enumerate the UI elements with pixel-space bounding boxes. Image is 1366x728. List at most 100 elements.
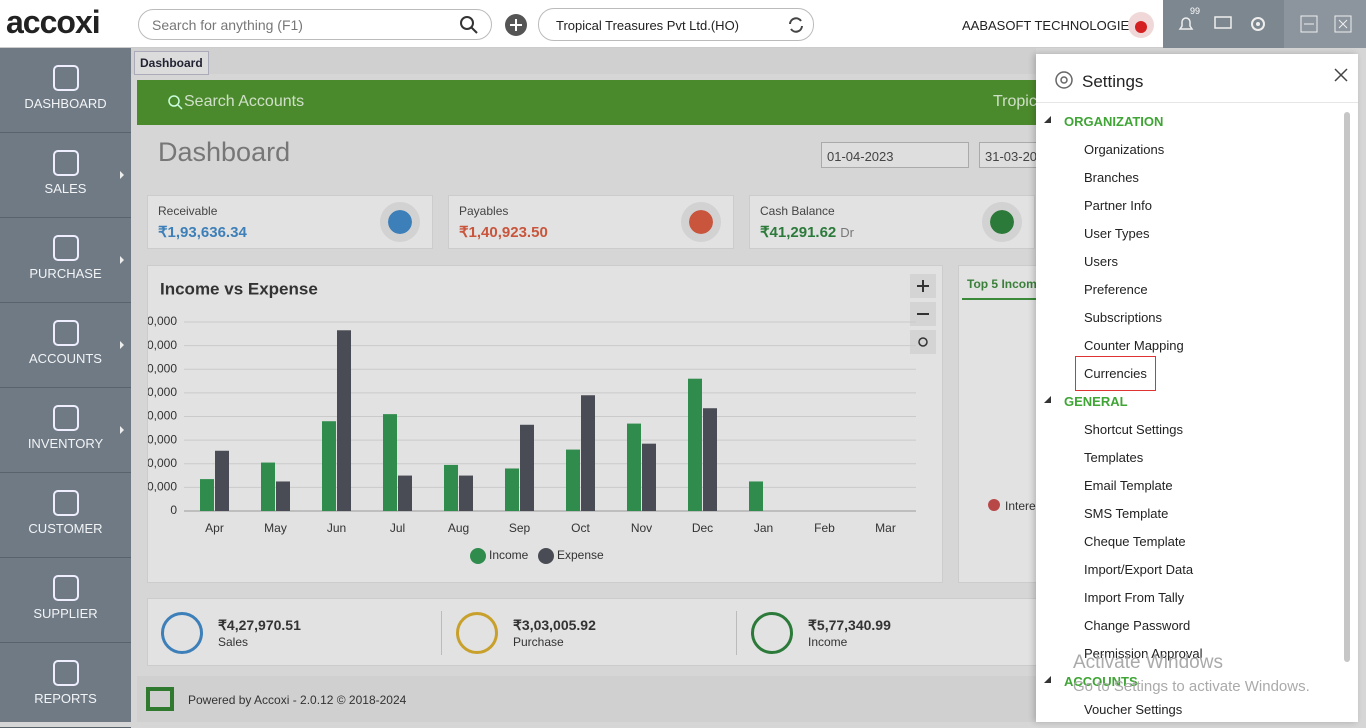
sidebar-label: INVENTORY <box>27 436 104 451</box>
sidebar-icon <box>53 320 79 346</box>
sidebar-item[interactable]: CUSTOMER <box>0 473 131 558</box>
settings-item[interactable]: Organizations <box>1084 142 1165 157</box>
settings-item[interactable]: Voucher Settings <box>1084 702 1183 717</box>
section-header: ACCOUNTS <box>1064 674 1138 689</box>
settings-item[interactable]: Currencies <box>1075 356 1156 391</box>
x-tick-label: Dec <box>692 521 713 535</box>
section-toggle[interactable] <box>1044 396 1051 403</box>
summary-icon <box>456 612 498 654</box>
icon-shape <box>53 235 79 261</box>
legend-label: Income <box>489 548 529 562</box>
company-selector[interactable]: Tropical Treasures Pvt Ltd.(HO) <box>538 8 814 41</box>
x-tick-label: Nov <box>631 521 652 535</box>
settings-item[interactable]: User Types <box>1084 226 1150 241</box>
sidebar-item[interactable]: SUPPLIER <box>0 558 131 643</box>
settings-item[interactable]: Cheque Template <box>1084 534 1186 549</box>
section-header: GENERAL <box>1064 394 1128 409</box>
settings-item[interactable]: Import/Export Data <box>1084 562 1194 577</box>
settings-item[interactable]: Templates <box>1084 450 1144 465</box>
legend-marker <box>470 548 486 564</box>
settings-item[interactable]: Change Password <box>1084 618 1191 633</box>
to-date[interactable]: 31-03-20 <box>979 142 1039 168</box>
settings-item[interactable]: Partner Info <box>1084 198 1152 213</box>
settings-item[interactable]: Shortcut Settings <box>1084 422 1183 437</box>
bar <box>337 330 351 511</box>
zoom-in[interactable] <box>910 274 936 298</box>
sidebar-label: DASHBOARD <box>24 96 107 111</box>
to-date-text: 31-03-20 <box>985 149 1038 164</box>
submenu-arrow <box>120 426 124 434</box>
user-avatar[interactable] <box>1127 11 1155 39</box>
settings-item[interactable]: Import From Tally <box>1084 590 1185 605</box>
sidebar-item[interactable]: PURCHASE <box>0 218 131 303</box>
bar <box>627 423 641 511</box>
y-tick-label: 40,000 <box>148 456 177 470</box>
y-tick-label: 1,40,000 <box>148 338 177 352</box>
summary-card: Receivable ₹1,93,636.34 <box>147 195 433 249</box>
scrollbar <box>1344 112 1350 662</box>
settings-item[interactable]: Permission Approval <box>1084 646 1203 661</box>
from-date[interactable]: 01-04-2023 <box>821 142 969 168</box>
reset-zoom[interactable] <box>910 330 936 354</box>
submenu-arrow <box>120 341 124 349</box>
card-amount: ₹1,40,923.50 <box>459 224 548 241</box>
section-toggle[interactable] <box>1044 676 1051 683</box>
summary-amount: ₹4,27,970.51 <box>218 617 301 633</box>
bar <box>642 443 656 511</box>
legend-marker <box>538 548 554 564</box>
y-tick-label: 80,000 <box>148 409 177 423</box>
banner-search[interactable]: Search Accounts <box>184 93 305 110</box>
settings-item[interactable]: Counter Mapping <box>1084 338 1184 353</box>
sidebar-label: SALES <box>44 181 87 196</box>
sidebar-icon <box>53 150 79 176</box>
search-icon <box>460 16 478 34</box>
bar <box>383 414 397 511</box>
close-button[interactable] <box>1334 15 1352 33</box>
x-tick-label: Sep <box>509 521 531 535</box>
sidebar-item[interactable]: REPORTS <box>0 643 131 728</box>
chart-title: Income vs Expense <box>160 279 318 298</box>
banner-search-icon <box>168 95 183 110</box>
settings-item[interactable]: SMS Template <box>1084 506 1169 521</box>
sidebar-item[interactable]: INVENTORY <box>0 388 131 473</box>
settings-item[interactable]: Email Template <box>1084 478 1173 493</box>
card-icon <box>681 202 721 242</box>
summary-amount: ₹3,03,005.92 <box>513 617 596 633</box>
summary-label: Sales <box>218 635 249 649</box>
sidebar-item[interactable]: DASHBOARD <box>0 48 131 133</box>
bar <box>749 481 763 511</box>
sidebar-item[interactable]: SALES <box>0 133 131 218</box>
settings-icon[interactable] <box>1248 14 1268 34</box>
sidebar-icon <box>53 660 79 686</box>
minimize-button[interactable] <box>1300 15 1318 33</box>
sidebar-label: REPORTS <box>34 691 97 706</box>
switch-icon <box>789 17 803 33</box>
x-tick-label: May <box>264 521 287 535</box>
settings-item[interactable]: Branches <box>1084 170 1139 185</box>
summary-card: Payables ₹1,40,923.50 <box>448 195 734 249</box>
section-toggle[interactable] <box>1044 116 1051 123</box>
organization-name[interactable]: AABASOFT TECHNOLOGIES <box>962 18 1138 33</box>
footer-logo <box>146 687 174 711</box>
settings-panel: Settings Activate Windows Go to Settings… <box>1036 54 1358 722</box>
bar <box>322 421 336 511</box>
x-tick-label: Mar <box>875 521 896 535</box>
message-icon[interactable] <box>1213 14 1233 34</box>
bar <box>566 449 580 511</box>
settings-item[interactable]: Subscriptions <box>1084 310 1163 325</box>
add-button[interactable] <box>504 13 528 37</box>
bell-icon[interactable] <box>1176 14 1196 34</box>
y-tick-label: 1,00,000 <box>148 385 177 399</box>
settings-close[interactable] <box>1334 68 1348 82</box>
dashboard-tab[interactable]: Dashboard <box>134 51 209 75</box>
global-search[interactable]: Search for anything (F1) <box>138 9 492 40</box>
card-amount: ₹41,291.62 Dr <box>760 224 854 241</box>
settings-item[interactable]: Preference <box>1084 282 1148 297</box>
settings-item[interactable]: Users <box>1084 254 1118 269</box>
footer: Powered by Accoxi - 2.0.12 © 2018-2024 <box>137 676 1036 722</box>
top5-title: Top 5 Incom <box>967 277 1037 291</box>
chart-panel: Income vs Expense 0 20,000 40,000 60,000 80,… <box>147 265 943 583</box>
bar <box>703 408 717 511</box>
sidebar-item[interactable]: ACCOUNTS <box>0 303 131 388</box>
bar <box>688 378 702 511</box>
